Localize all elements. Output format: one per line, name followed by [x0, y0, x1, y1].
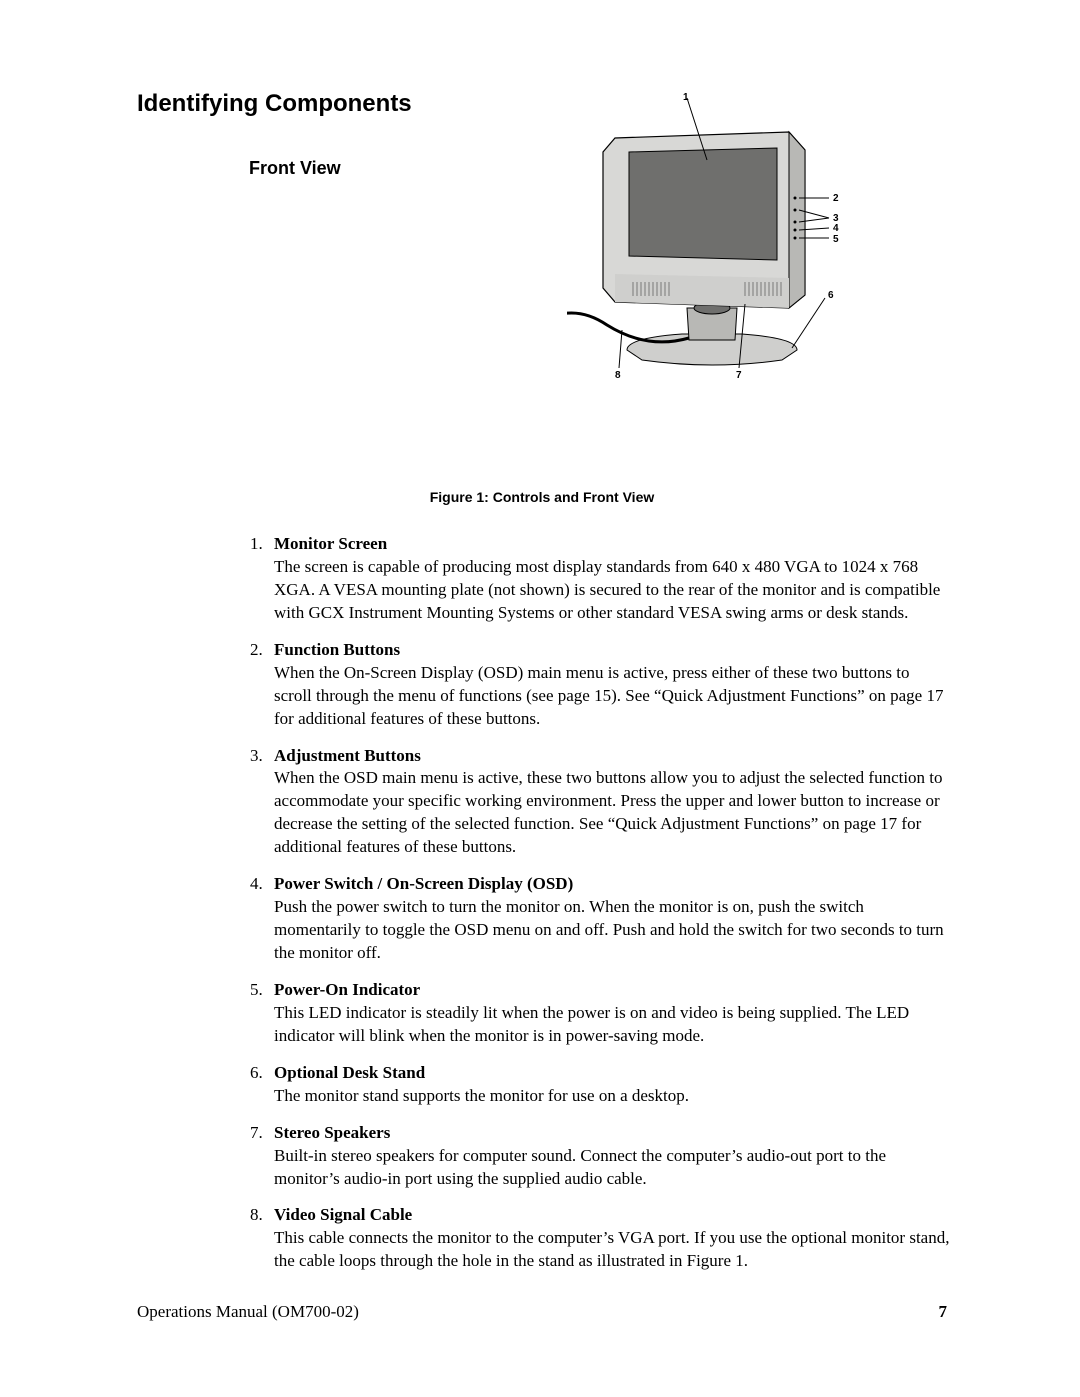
- list-item: 3. Adjustment Buttons When the OSD main …: [250, 745, 950, 860]
- list-title: Power-On Indicator: [274, 980, 420, 999]
- footer-left: Operations Manual (OM700-02): [137, 1302, 359, 1322]
- list-text: This LED indicator is steadily lit when …: [274, 1003, 909, 1045]
- callout-4: 4: [833, 223, 839, 234]
- figure-caption: Figure 1: Controls and Front View: [137, 489, 947, 505]
- component-list: 1. Monitor Screen The screen is capable …: [250, 533, 950, 1273]
- list-title: Stereo Speakers: [274, 1123, 390, 1142]
- footer-page-number: 7: [939, 1302, 948, 1322]
- list-number: 5.: [250, 979, 274, 1048]
- list-item: 6. Optional Desk Stand The monitor stand…: [250, 1062, 950, 1108]
- callout-1: 1: [683, 92, 689, 103]
- list-title: Monitor Screen: [274, 534, 387, 553]
- callout-5: 5: [833, 234, 839, 245]
- list-number: 1.: [250, 533, 274, 625]
- page-footer: Operations Manual (OM700-02) 7: [137, 1302, 947, 1322]
- list-text: The screen is capable of producing most …: [274, 557, 940, 622]
- monitor-illustration: 1 2 3 4 5 6 7 8: [567, 90, 847, 380]
- list-text: The monitor stand supports the monitor f…: [274, 1086, 689, 1105]
- list-text: When the OSD main menu is active, these …: [274, 768, 943, 856]
- figure-front-view: 1 2 3 4 5 6 7 8: [567, 90, 847, 380]
- list-number: 8.: [250, 1204, 274, 1273]
- list-title: Adjustment Buttons: [274, 746, 421, 765]
- callout-6: 6: [828, 290, 834, 301]
- list-text: Built-in stereo speakers for computer so…: [274, 1146, 886, 1188]
- list-item: 7. Stereo Speakers Built-in stereo speak…: [250, 1122, 950, 1191]
- list-number: 7.: [250, 1122, 274, 1191]
- list-title: Function Buttons: [274, 640, 400, 659]
- list-title: Optional Desk Stand: [274, 1063, 425, 1082]
- list-item: 4. Power Switch / On-Screen Display (OSD…: [250, 873, 950, 965]
- list-item: 1. Monitor Screen The screen is capable …: [250, 533, 950, 625]
- callout-7: 7: [736, 370, 742, 380]
- list-item: 2. Function Buttons When the On-Screen D…: [250, 639, 950, 731]
- list-number: 6.: [250, 1062, 274, 1108]
- list-text: When the On-Screen Display (OSD) main me…: [274, 663, 943, 728]
- list-item: 8. Video Signal Cable This cable connect…: [250, 1204, 950, 1273]
- list-text: Push the power switch to turn the monito…: [274, 897, 944, 962]
- callout-8: 8: [615, 370, 621, 380]
- list-item: 5. Power-On Indicator This LED indicator…: [250, 979, 950, 1048]
- list-title: Power Switch / On-Screen Display (OSD): [274, 874, 573, 893]
- list-number: 4.: [250, 873, 274, 965]
- list-number: 2.: [250, 639, 274, 731]
- list-text: This cable connects the monitor to the c…: [274, 1228, 949, 1270]
- list-number: 3.: [250, 745, 274, 860]
- list-title: Video Signal Cable: [274, 1205, 412, 1224]
- callout-2: 2: [833, 193, 839, 204]
